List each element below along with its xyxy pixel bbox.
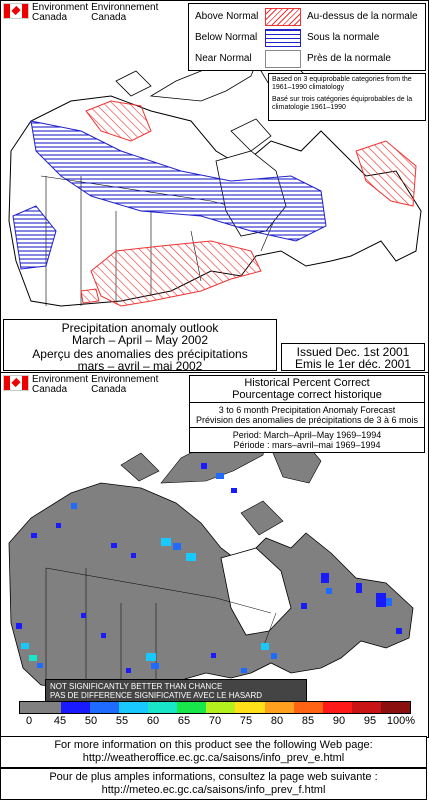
skill-map: [8, 398, 414, 689]
below-normal-area-central: [30, 120, 327, 242]
issued-en: Issued Dec. 1st 2001: [296, 345, 410, 359]
agency-fr-line2: Canada: [91, 384, 127, 395]
skill-map-panel: Environment Canada Environnement Canada Hi…: [0, 372, 429, 738]
legend-above-fr: Au-dessus de la normale: [307, 11, 418, 22]
colorbar-swatch-1: [60, 702, 90, 713]
colorbar-swatch-9: [293, 702, 323, 713]
colorbar-tick-1: 45: [53, 715, 67, 727]
info-fr-text: Pour de plus amples informations, consul…: [49, 771, 378, 783]
legend-above-en: Above Normal: [195, 11, 259, 22]
outlook-title-fr-2: mars – avril – mai 2002: [77, 359, 203, 373]
basis-en: Based on 3 equiprobable categories from …: [272, 76, 412, 91]
legend-row-near: Near Normal Près de la normale: [189, 48, 425, 68]
agency-en-line1: Environment: [32, 374, 89, 385]
agency-fr-line1: Environnement: [91, 2, 159, 13]
legend-near-fr: Près de la normale: [307, 53, 391, 64]
skill-title-en: Historical Percent Correct: [244, 377, 370, 389]
above-normal-area-prairies: [90, 240, 262, 307]
issued-fr: Emis le 1er déc. 2001: [294, 357, 412, 371]
legend-below-swatch: [265, 29, 301, 47]
above-normal-area-east: [355, 140, 417, 207]
not-significant-en: NOT SIGNIFICANTLY BETTER THAN CHANCE: [50, 682, 223, 691]
not-significant-fr: PAS DE DIFFERENCE SIGNIFICATIVE AVEC LE …: [50, 691, 263, 700]
hudson-bay-bottom: [220, 547, 292, 636]
colorbar-tick-3: 55: [115, 715, 129, 727]
above-normal-area-north: [85, 100, 152, 142]
colorbar-swatch-12: [380, 702, 411, 713]
basis-fr: Basé sur trois catégories équiprobables …: [272, 96, 413, 111]
outlook-title-box: Precipitation anomaly outlook March – Ap…: [3, 319, 277, 373]
colorbar-swatch-3: [118, 702, 149, 713]
colorbar-tick-6: 70: [208, 715, 222, 727]
colorbar-swatch-6: [206, 702, 236, 713]
colorbar-swatch-8: [264, 702, 294, 713]
colorbar-tick-12: 100%: [386, 715, 416, 727]
legend-above-swatch: [265, 8, 301, 26]
info-fr-url[interactable]: http://meteo.ec.gc.ca/saisons/info_prev_…: [101, 784, 326, 796]
colorbar-swatch-0: [20, 702, 61, 713]
info-en-url[interactable]: http://weatheroffice.ec.gc.ca/saisons/in…: [82, 752, 345, 764]
outlook-title-fr-1: Aperçu des anomalies des précipitations: [32, 347, 248, 361]
skill-title-box: Historical Percent Correct Pourcentage c…: [189, 375, 425, 453]
colorbar-swatch-10: [322, 702, 352, 713]
below-normal-area-west: [12, 205, 57, 270]
agency-fr-line2: Canada: [91, 12, 127, 23]
colorbar-tick-9: 85: [301, 715, 315, 727]
issued-box: Issued Dec. 1st 2001 Emis le 1er déc. 20…: [281, 343, 425, 371]
skill-colorbar-ticks: 0 45 50 55 60 65 70 75 80 85 90 95 100%: [19, 715, 419, 727]
outlook-title-en-2: March – April – May 2002: [71, 333, 209, 347]
info-en-text: For more information on this product see…: [54, 739, 373, 751]
colorbar-tick-8: 80: [270, 715, 284, 727]
info-en-box: For more information on this product see…: [0, 736, 427, 768]
colorbar-tick-7: 75: [239, 715, 253, 727]
legend-near-swatch: [265, 50, 301, 68]
not-significant-label: NOT SIGNIFICANTLY BETTER THAN CHANCE PAS…: [45, 679, 307, 703]
agency-logo-bottom: Environment Canada Environnement Canada: [3, 375, 158, 395]
colorbar-tick-2: 50: [84, 715, 98, 727]
canada-flag-icon: [3, 375, 29, 391]
skill-title-fr: Pourcentage correct historique: [232, 389, 382, 401]
outlook-map-panel: Environment Canada Environnement Canada Ab…: [0, 0, 429, 374]
colorbar-swatch-2: [89, 702, 119, 713]
agency-logo: Environment Canada Environnement Canada: [3, 3, 158, 23]
colorbar-tick-10: 90: [332, 715, 346, 727]
agency-en-line2: Canada: [32, 384, 68, 395]
skill-subtitle-fr: Prévision des anomalies de précipitation…: [195, 415, 419, 425]
colorbar-tick-5: 65: [177, 715, 191, 727]
outlook-title-en-1: Precipitation anomaly outlook: [61, 321, 219, 335]
skill-subtitle-en: 3 to 6 month Precipitation Anomaly Forec…: [218, 405, 396, 415]
colorbar-tick-0: 0: [25, 715, 33, 727]
legend-near-en: Near Normal: [195, 53, 252, 64]
colorbar-tick-11: 95: [363, 715, 377, 727]
skill-period-fr: Période : mars–avril–mai 1969–1994: [233, 440, 381, 450]
climatology-basis-note: Based on 3 equiprobable categories from …: [268, 73, 426, 121]
legend-below-fr: Sous la normale: [307, 32, 380, 43]
colorbar-swatch-11: [351, 702, 381, 713]
colorbar-swatch-5: [177, 702, 207, 713]
skill-pixels: [16, 463, 402, 673]
outlook-map: [8, 30, 422, 307]
skill-colorbar: [19, 701, 411, 714]
agency-fr-line1: Environnement: [91, 374, 159, 385]
colorbar-tick-4: 60: [146, 715, 160, 727]
agency-en-line1: Environment: [32, 2, 89, 13]
agency-en-line2: Canada: [32, 12, 68, 23]
legend-row-above: Above Normal Au-dessus de la normale: [189, 6, 425, 26]
legend-below-en: Below Normal: [195, 32, 258, 43]
colorbar-swatch-4: [148, 702, 178, 713]
skill-period-en: Period: March–April–May 1969–1994: [232, 430, 382, 440]
colorbar-swatch-7: [235, 702, 265, 713]
legend-row-below: Below Normal Sous la normale: [189, 27, 425, 47]
canada-flag-icon: [3, 3, 29, 19]
info-fr-box: Pour de plus amples informations, consul…: [0, 768, 427, 800]
outlook-legend: Above Normal Au-dessus de la normale Bel…: [188, 3, 426, 71]
